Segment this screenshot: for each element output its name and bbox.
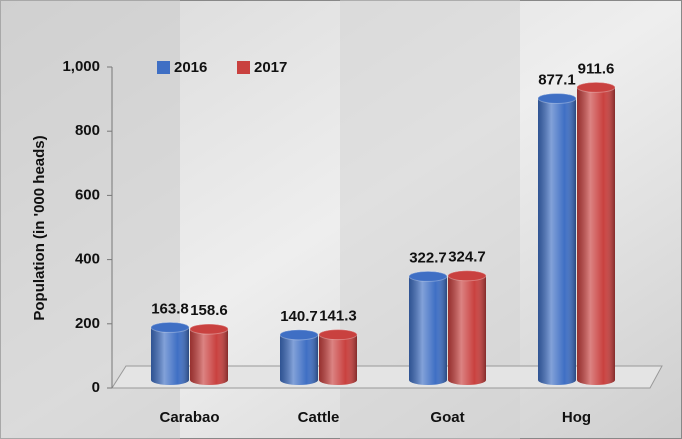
legend-label: 2017 bbox=[254, 59, 287, 76]
bar-cap bbox=[537, 92, 577, 104]
legend-swatch bbox=[237, 61, 250, 74]
x-tick-label: Cattle bbox=[298, 409, 340, 426]
y-tick-label: 0 bbox=[92, 379, 100, 396]
value-label: 158.6 bbox=[190, 302, 228, 319]
bar-cap bbox=[576, 81, 616, 93]
value-label: 324.7 bbox=[448, 249, 486, 266]
bar-shading bbox=[409, 271, 447, 385]
bar-shading bbox=[538, 93, 576, 385]
bar-cap bbox=[318, 329, 358, 341]
value-label: 322.7 bbox=[409, 249, 447, 266]
x-tick-label: Carabao bbox=[159, 409, 219, 426]
bar-shading bbox=[190, 324, 228, 385]
bar-cap bbox=[279, 329, 319, 341]
y-tick-label: 200 bbox=[75, 315, 100, 332]
x-tick-label: Hog bbox=[562, 409, 591, 426]
bar-shading bbox=[151, 322, 189, 385]
y-tick-label: 1,000 bbox=[62, 58, 100, 75]
bar-shading bbox=[577, 82, 615, 385]
y-tick-label: 800 bbox=[75, 122, 100, 139]
value-label: 911.6 bbox=[578, 60, 615, 77]
value-label: 163.8 bbox=[151, 300, 189, 317]
bar-shading bbox=[448, 270, 486, 385]
floor bbox=[111, 365, 663, 389]
y-tick-label: 400 bbox=[75, 251, 100, 268]
bar-shading bbox=[280, 329, 318, 385]
legend-label: 2016 bbox=[174, 59, 207, 76]
y-tick-label: 600 bbox=[75, 186, 100, 203]
value-label: 141.3 bbox=[319, 308, 357, 325]
bar-cap bbox=[189, 323, 229, 335]
legend-swatch bbox=[157, 61, 170, 74]
bar-cap bbox=[408, 270, 448, 282]
x-tick-label: Goat bbox=[430, 409, 464, 426]
value-label: 140.7 bbox=[280, 308, 318, 325]
bar-cap bbox=[150, 321, 190, 333]
value-label: 877.1 bbox=[538, 71, 576, 88]
y-axis-label: Population (in '000 heads) bbox=[31, 135, 48, 320]
bar-shading bbox=[319, 329, 357, 385]
bar-cap bbox=[447, 270, 487, 282]
